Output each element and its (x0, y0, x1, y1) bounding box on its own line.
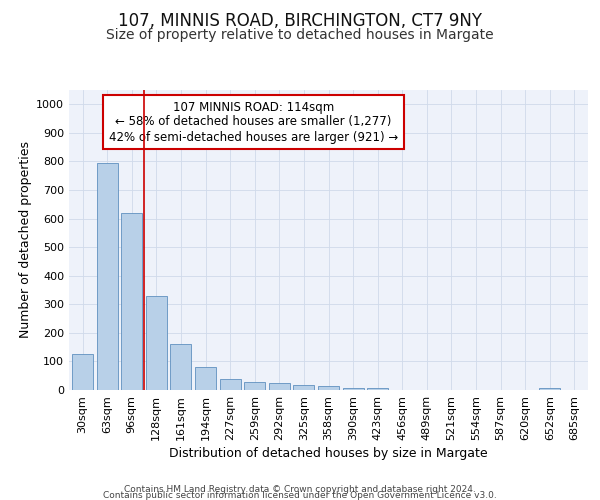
Bar (170, 344, 191, 390)
Text: 107, MINNIS ROAD, BIRCHINGTON, CT7 9NY: 107, MINNIS ROAD, BIRCHINGTON, CT7 9NY (118, 12, 482, 30)
Y-axis label: Number of detached properties: Number of detached properties (19, 142, 32, 338)
Text: Contains HM Land Registry data © Crown copyright and database right 2024.: Contains HM Land Registry data © Crown c… (124, 484, 476, 494)
Bar (293, 385, 314, 390)
Bar (539, 388, 560, 390)
Bar (146, 296, 167, 390)
Bar (367, 388, 388, 390)
Bar (343, 388, 364, 390)
Bar (318, 386, 339, 390)
Bar (72, 354, 93, 390)
X-axis label: Distribution of detached houses by size in Margate: Distribution of detached houses by size … (169, 447, 488, 460)
Bar (195, 366, 216, 390)
Bar (121, 213, 142, 390)
Bar (269, 383, 290, 390)
Text: Size of property relative to detached houses in Margate: Size of property relative to detached ho… (106, 28, 494, 42)
Text: Contains public sector information licensed under the Open Government Licence v3: Contains public sector information licen… (103, 490, 497, 500)
Bar (244, 382, 265, 390)
Bar (220, 378, 241, 390)
Bar (97, 163, 118, 390)
Text: 107 MINNIS ROAD: 114sqm
← 58% of detached houses are smaller (1,277)
42% of semi: 107 MINNIS ROAD: 114sqm ← 58% of detache… (109, 100, 398, 144)
